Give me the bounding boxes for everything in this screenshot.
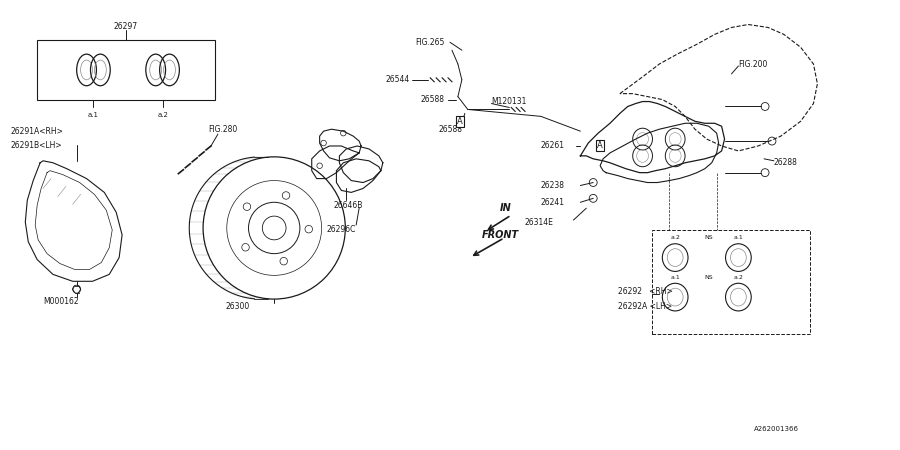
Text: 26296C: 26296C — [327, 225, 356, 234]
Text: M120131: M120131 — [491, 97, 526, 106]
Text: 26588: 26588 — [438, 125, 462, 134]
Text: NS: NS — [705, 235, 713, 240]
Bar — [37, 40, 215, 99]
Text: 26291B<LH>: 26291B<LH> — [11, 140, 62, 149]
Text: 26544: 26544 — [386, 75, 410, 84]
Text: FIG.280: FIG.280 — [208, 125, 238, 134]
Text: a.1: a.1 — [670, 275, 680, 280]
Text: FIG.200: FIG.200 — [738, 59, 768, 68]
Text: 26292A <LH>: 26292A <LH> — [618, 302, 672, 311]
Text: 26261: 26261 — [541, 141, 565, 150]
Text: 26588: 26588 — [420, 95, 445, 104]
Text: a.1: a.1 — [734, 235, 743, 240]
Text: A: A — [598, 141, 603, 150]
Bar — [652, 230, 811, 333]
Text: 26292   <RH>: 26292 <RH> — [618, 287, 672, 296]
Text: A: A — [457, 117, 463, 126]
Text: FRONT: FRONT — [482, 230, 518, 240]
Text: 26238: 26238 — [541, 181, 565, 190]
Text: A262001366: A262001366 — [754, 427, 799, 432]
Text: a.2: a.2 — [734, 275, 743, 280]
Text: 26297: 26297 — [114, 22, 138, 31]
Text: 26291A<RH>: 26291A<RH> — [11, 126, 63, 135]
Text: a.2: a.2 — [670, 235, 680, 240]
Text: M000162: M000162 — [43, 297, 78, 306]
Text: a.2: a.2 — [158, 112, 168, 118]
Text: 26241: 26241 — [541, 198, 565, 207]
Text: 26314E: 26314E — [524, 217, 553, 226]
Text: NS: NS — [705, 275, 713, 280]
Text: IN: IN — [500, 203, 511, 213]
Text: 26300: 26300 — [226, 302, 250, 311]
Text: FIG.265: FIG.265 — [416, 38, 445, 47]
Text: 26288: 26288 — [774, 158, 797, 167]
Text: a.1: a.1 — [88, 112, 99, 118]
Text: 26646B: 26646B — [334, 201, 363, 210]
